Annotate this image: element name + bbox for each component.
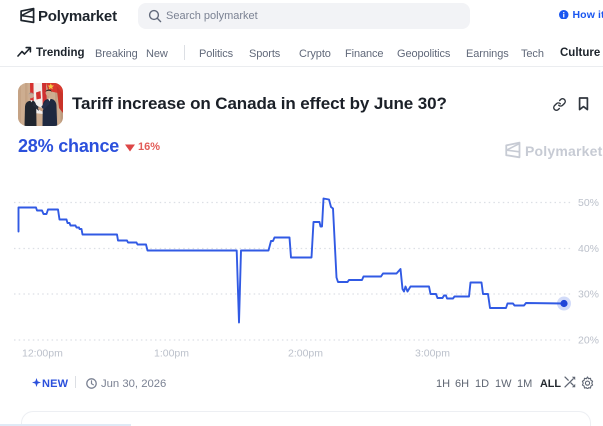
svg-text:2:00pm: 2:00pm <box>288 348 323 360</box>
svg-text:20%: 20% <box>578 335 599 347</box>
svg-text:12:00pm: 12:00pm <box>22 348 63 360</box>
svg-text:1:00pm: 1:00pm <box>154 348 189 360</box>
svg-text:3:00pm: 3:00pm <box>415 348 450 360</box>
svg-text:40%: 40% <box>578 243 599 255</box>
svg-text:50%: 50% <box>578 197 599 209</box>
svg-text:30%: 30% <box>578 289 599 301</box>
